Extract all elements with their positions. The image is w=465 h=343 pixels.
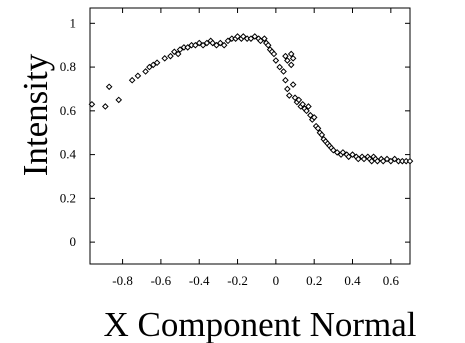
data-point	[247, 35, 255, 42]
data-point	[102, 103, 109, 110]
data-point	[134, 72, 142, 80]
data-point	[171, 48, 178, 56]
data-point	[391, 155, 398, 163]
data-point	[174, 50, 182, 58]
data-point	[387, 157, 395, 165]
x-tick-label: -0.4	[189, 273, 210, 288]
data-point	[224, 37, 232, 45]
data-point	[354, 155, 362, 163]
data-point	[128, 76, 136, 84]
data-point	[216, 39, 224, 47]
data-point	[318, 131, 326, 139]
data-point	[310, 114, 318, 121]
plot-frame	[89, 7, 411, 265]
data-point	[379, 157, 387, 165]
data-point	[406, 157, 414, 165]
data-point	[282, 76, 289, 84]
y-tick-label: 1	[70, 15, 77, 30]
y-tick-label: 0	[70, 234, 77, 249]
data-point	[239, 33, 247, 40]
data-point	[261, 35, 268, 42]
y-axis-title: Intensity	[16, 53, 55, 176]
data-point	[383, 155, 391, 163]
x-tick-label: 0.4	[344, 273, 361, 288]
data-point	[115, 96, 123, 104]
y-tick-label: 0.6	[60, 103, 77, 118]
data-point	[234, 33, 241, 40]
data-point	[368, 157, 375, 165]
data-point	[307, 111, 314, 119]
data-point	[176, 46, 184, 53]
data-point	[142, 68, 149, 75]
data-point	[213, 41, 220, 49]
data-point	[161, 55, 169, 62]
data-point	[272, 57, 280, 64]
data-point	[360, 155, 368, 163]
data-point	[282, 52, 289, 60]
y-tick-label: 0.4	[60, 147, 77, 162]
x-tick-label: 0.6	[383, 273, 400, 288]
data-point	[257, 37, 264, 45]
data-point	[299, 100, 307, 108]
data-point	[284, 85, 291, 93]
data-point	[195, 39, 203, 47]
x-tick-label: 0.2	[306, 273, 322, 288]
data-point	[209, 39, 216, 47]
data-point	[339, 149, 347, 156]
data-points	[88, 33, 414, 165]
plot-area	[89, 7, 411, 265]
data-point	[374, 157, 381, 165]
data-point	[153, 59, 161, 67]
data-point	[199, 41, 207, 49]
x-tick-label: -0.2	[227, 273, 248, 288]
y-tick-label: 0.8	[60, 59, 76, 74]
data-point	[184, 44, 192, 51]
data-point	[303, 107, 310, 115]
data-point	[167, 52, 174, 60]
data-point	[264, 41, 272, 49]
y-tick-label: 0.2	[60, 190, 76, 205]
x-tick-label: -0.6	[151, 273, 172, 288]
data-point	[251, 33, 259, 40]
data-point	[146, 63, 153, 71]
data-point	[305, 103, 312, 110]
data-point	[88, 100, 96, 108]
x-axis-title: X Component Normal	[103, 305, 416, 343]
data-point	[287, 61, 295, 69]
data-point	[349, 151, 356, 158]
data-point	[105, 83, 113, 91]
data-point	[287, 50, 295, 58]
data-point	[314, 125, 322, 132]
data-point	[330, 146, 337, 154]
data-point	[285, 92, 293, 99]
data-point	[220, 41, 228, 49]
data-point	[280, 68, 287, 75]
data-point	[295, 96, 303, 104]
data-point	[203, 39, 211, 47]
data-point	[192, 41, 199, 49]
data-point	[276, 63, 284, 71]
data-point	[289, 81, 297, 88]
ticks-layer: -0.8 -0.6 -0.4 -0.2 0 0.2 0.4 0.6 0 0.2 0.4 0.6 0.8 1	[60, 8, 410, 288]
data-point	[291, 94, 299, 102]
x-tick-label: -0.8	[112, 273, 133, 288]
data-point	[289, 55, 297, 62]
data-point	[149, 61, 157, 69]
data-point	[345, 153, 352, 161]
data-point	[270, 50, 278, 58]
x-tick-label: 0	[273, 273, 280, 288]
data-point	[333, 149, 341, 156]
data-point	[284, 57, 291, 64]
